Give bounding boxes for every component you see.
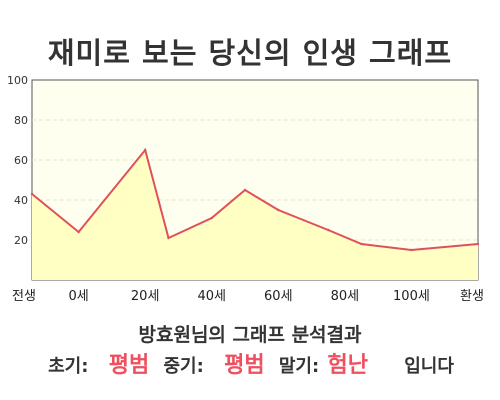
- y-tick-label-20: 20: [14, 234, 28, 247]
- x-tick-label-0: 전생: [12, 289, 36, 304]
- life-graph-chart: 20 40 60 80 100 전생 0세 20세 40세 60세 80세 100세 환생: [7, 74, 484, 304]
- data-point-1: [77, 230, 80, 234]
- x-tick-label-7: 환생: [460, 289, 484, 304]
- x-tick-label-1: 0세: [68, 289, 88, 304]
- data-point-5: [243, 188, 247, 192]
- middle-stage-value: 평범: [224, 353, 265, 378]
- x-axis-ticks: 전생 0세 20세 40세 60세 80세 100세 환생: [12, 289, 484, 304]
- data-point-7: [327, 228, 330, 232]
- x-tick-label-5: 80세: [331, 289, 360, 304]
- middle-stage-label: 중기:: [163, 356, 204, 377]
- data-point-8: [360, 242, 363, 246]
- y-tick-label-60: 60: [14, 154, 28, 167]
- y-tick-label-80: 80: [14, 114, 28, 127]
- late-stage-label: 말기:: [278, 356, 320, 377]
- x-tick-label-2: 20세: [131, 289, 160, 304]
- chart-title: 재미로 보는 당신의 인생 그래프: [47, 36, 453, 70]
- x-tick-label-3: 40세: [197, 289, 226, 304]
- late-stage-value: 험난: [327, 353, 368, 378]
- data-point-10: [476, 242, 480, 246]
- data-point-9: [410, 248, 413, 252]
- early-stage-label: 초기:: [48, 356, 89, 377]
- y-axis-ticks: 20 40 60 80 100: [7, 74, 28, 247]
- grid-lines: [32, 119, 478, 241]
- result-heading: 방효원님의 그래프 분석결과: [138, 324, 362, 346]
- data-point-4: [210, 216, 213, 220]
- data-point-6: [277, 208, 280, 212]
- data-point-2: [143, 148, 147, 152]
- y-tick-label-100: 100: [7, 74, 28, 87]
- data-point-3: [167, 236, 170, 240]
- area-fill: [32, 150, 478, 280]
- y-tick-label-40: 40: [14, 194, 28, 207]
- result-ending: 입니다: [404, 356, 454, 377]
- result-summary: 초기: 평범 중기: 평범 말기: 험난 입니다: [0, 347, 500, 379]
- data-point-0: [30, 192, 34, 196]
- early-stage-value: 평범: [108, 353, 150, 378]
- x-tick-label-4: 60세: [264, 289, 293, 304]
- x-tick-label-6: 100세: [393, 289, 430, 304]
